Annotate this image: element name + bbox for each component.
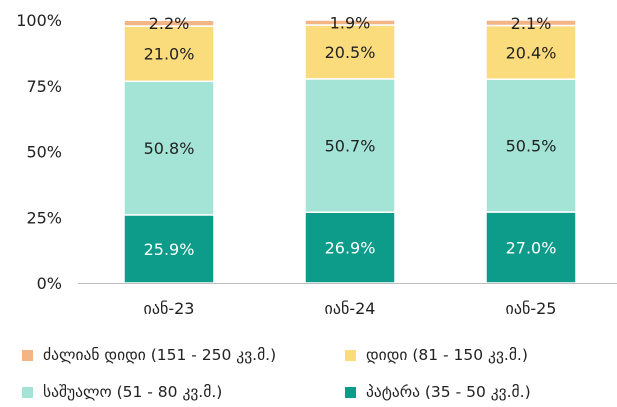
y-tick-label: 0% [37,274,62,293]
data-label: 21.0% [144,45,195,64]
data-label: 50.8% [144,139,195,158]
x-tick-label: იან-25 [506,299,557,318]
y-tick-label: 100% [16,11,62,30]
bar-segment [123,19,215,27]
y-tick-label: 75% [26,77,62,96]
bar-segment [123,214,215,284]
bar-segment [304,19,396,26]
y-tick-label: 50% [26,143,62,162]
bar-segment [304,24,396,80]
data-label: 50.5% [506,137,557,156]
y-tick-label: 25% [26,208,62,227]
data-label: 50.7% [325,137,376,156]
data-label: 1.9% [330,13,371,32]
bar-segment [123,80,215,216]
data-label: 20.4% [506,43,557,62]
bar-segment [485,78,577,213]
data-label: 2.2% [149,14,190,33]
bar-segment [304,211,396,284]
data-label: 25.9% [144,240,195,259]
bar-segment [485,19,577,27]
data-label: 27.0% [506,238,557,257]
x-tick-label: იან-24 [325,299,376,318]
data-label: 2.1% [511,14,552,33]
x-tick-label: იან-23 [144,299,195,318]
data-label: 26.9% [325,239,376,258]
bar-segment [485,24,577,80]
data-label: 20.5% [325,43,376,62]
